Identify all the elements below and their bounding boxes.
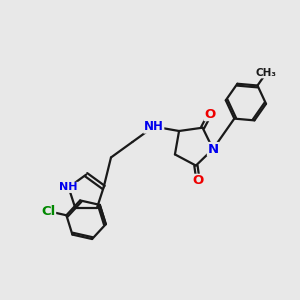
Text: O: O: [192, 174, 204, 188]
Text: O: O: [204, 107, 215, 121]
Text: NH: NH: [144, 120, 164, 133]
Text: N: N: [207, 142, 219, 156]
Text: Cl: Cl: [41, 205, 56, 218]
Text: NH: NH: [59, 182, 78, 192]
Text: CH₃: CH₃: [256, 68, 277, 78]
